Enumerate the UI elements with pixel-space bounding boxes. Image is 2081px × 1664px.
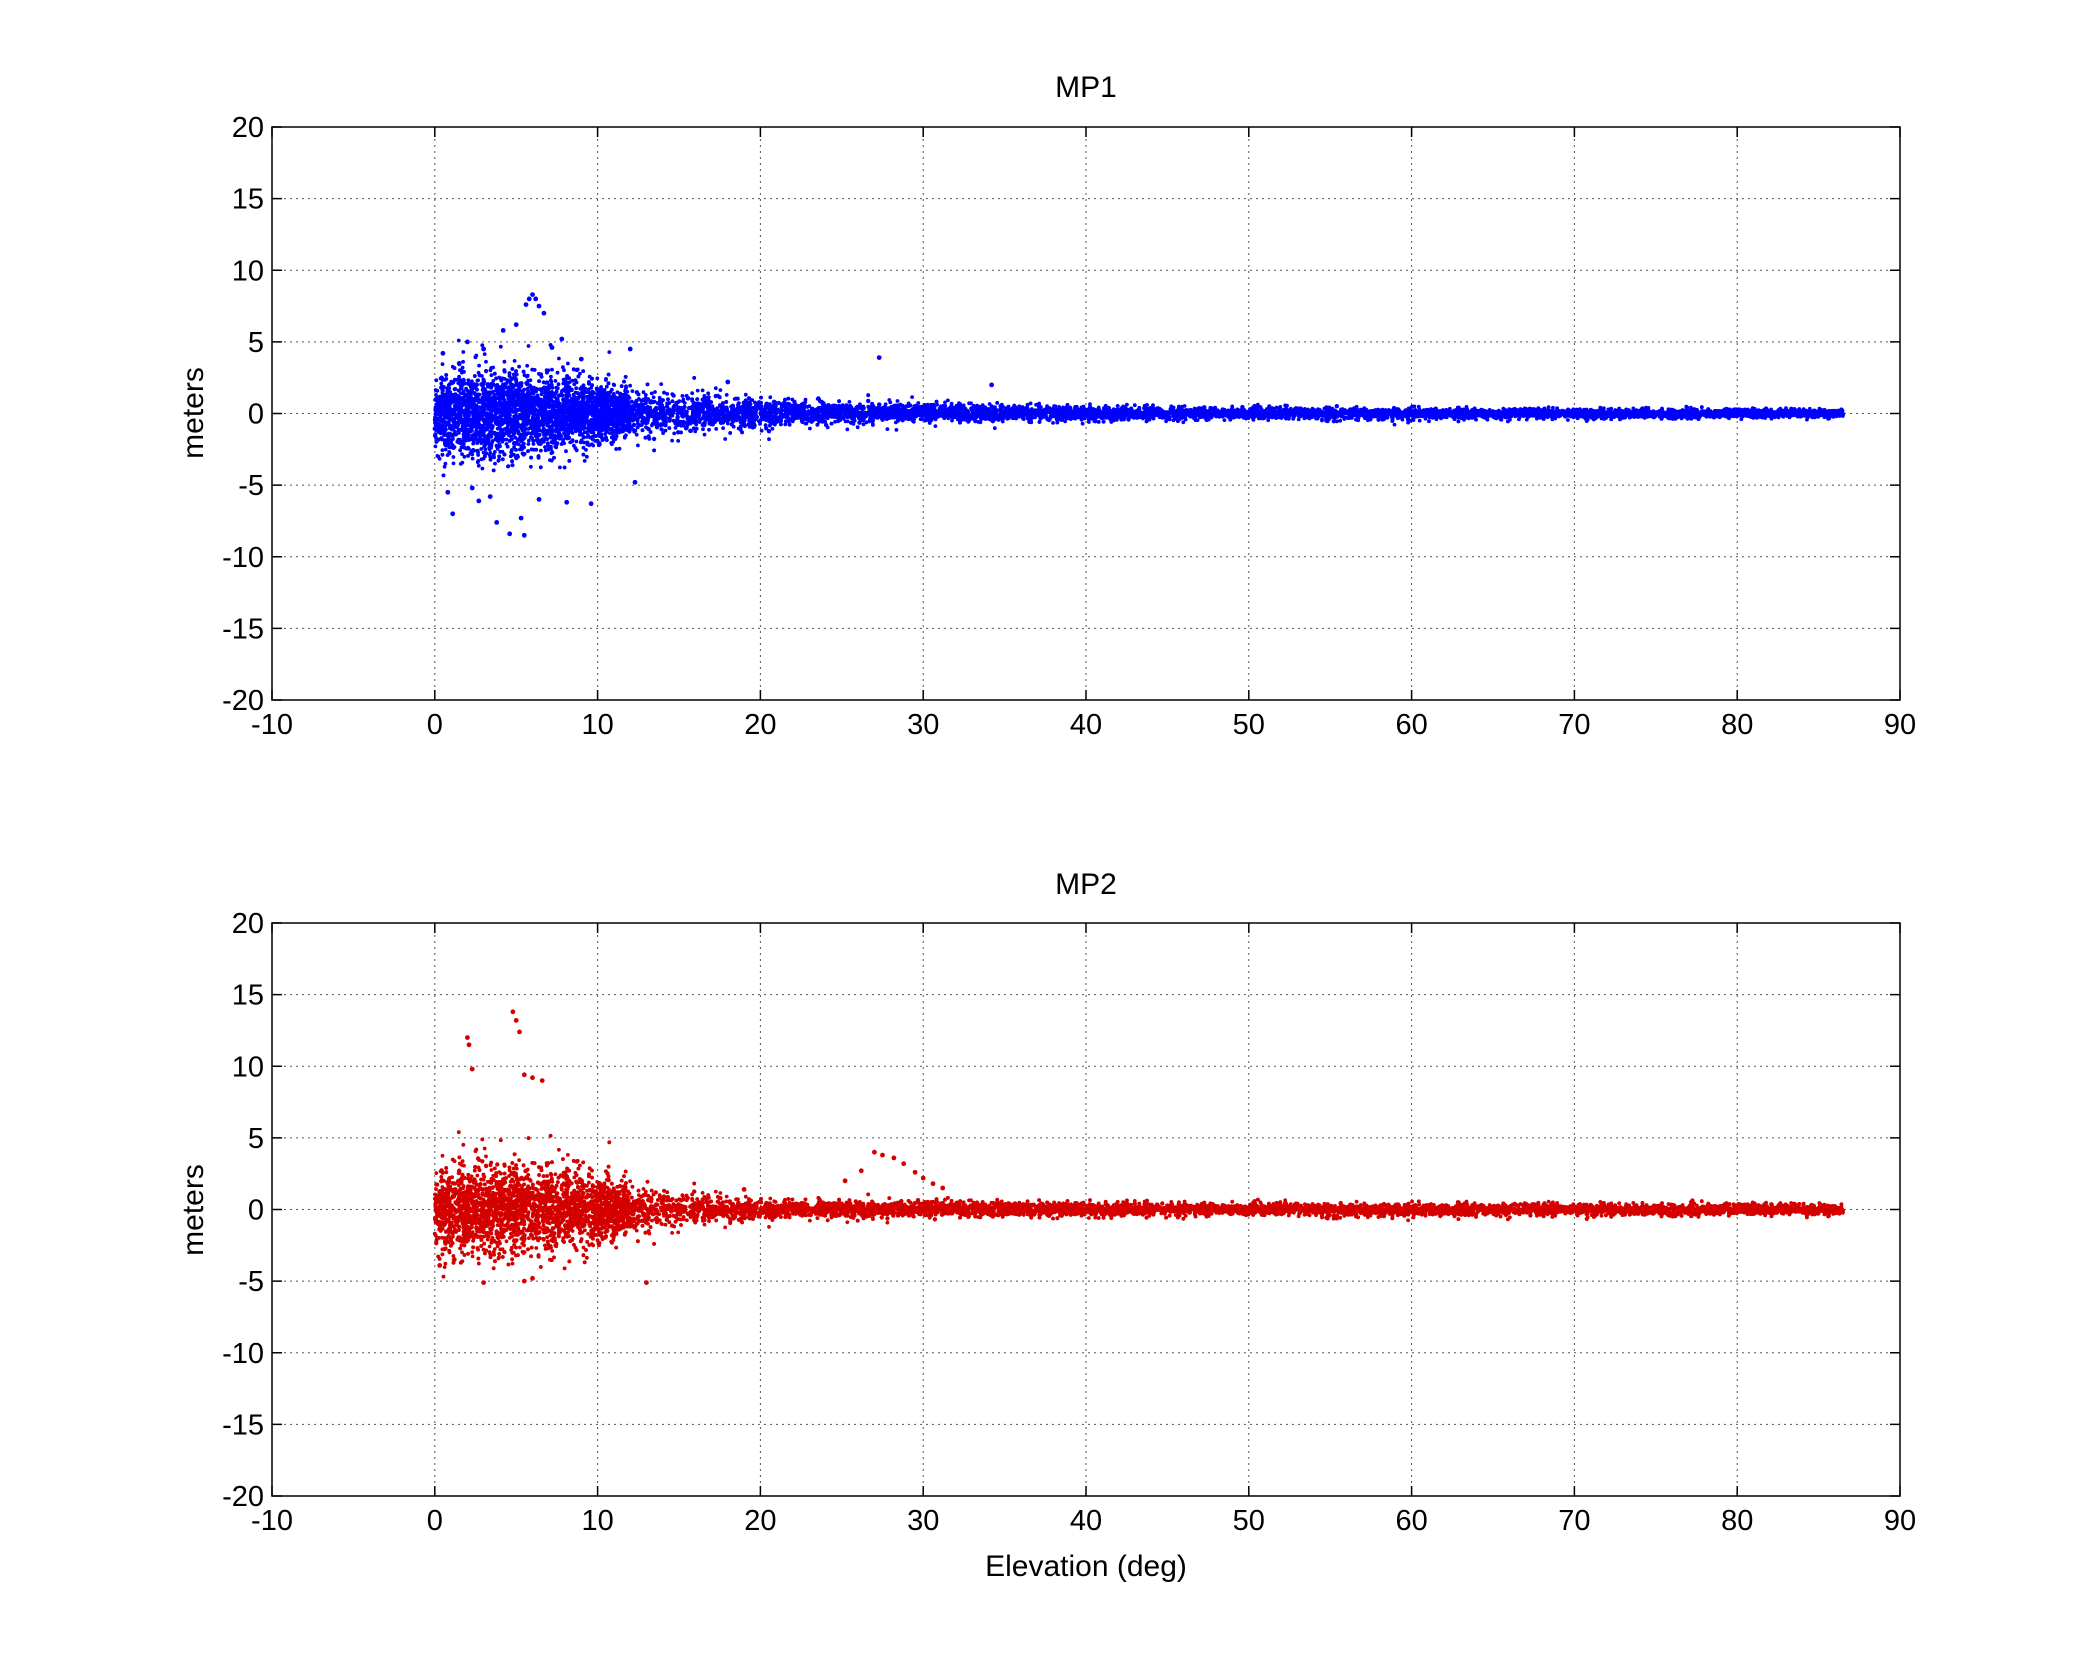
data-point xyxy=(933,424,938,428)
data-point xyxy=(502,359,507,364)
data-point xyxy=(1427,419,1431,424)
data-point xyxy=(672,431,677,436)
data-point xyxy=(450,381,454,386)
plot-title-mp1: MP1 xyxy=(1055,71,1117,104)
data-point xyxy=(759,428,764,433)
data-point xyxy=(460,452,464,456)
data-point xyxy=(721,426,725,430)
data-point xyxy=(527,438,531,443)
data-point xyxy=(659,382,664,386)
data-point xyxy=(1034,402,1038,407)
data-point xyxy=(1566,418,1570,422)
data-point xyxy=(604,384,609,389)
data-point xyxy=(526,442,531,446)
data-point xyxy=(529,464,533,469)
data-point xyxy=(539,448,543,453)
data-point xyxy=(895,399,900,403)
data-point xyxy=(433,444,438,449)
data-point xyxy=(541,380,546,385)
data-point xyxy=(847,400,852,404)
data-point xyxy=(572,382,577,387)
data-point xyxy=(440,448,445,452)
data-point xyxy=(574,439,579,444)
data-point xyxy=(992,426,997,430)
data-point xyxy=(558,465,562,470)
data-point xyxy=(566,361,570,366)
data-point xyxy=(484,359,488,364)
data-point xyxy=(489,373,494,378)
data-point xyxy=(456,338,461,343)
data-point xyxy=(1546,405,1551,410)
data-point xyxy=(1028,401,1033,406)
data-point xyxy=(1392,422,1397,427)
data-point xyxy=(695,388,700,393)
data-point xyxy=(1266,418,1271,423)
data-point xyxy=(555,370,560,375)
data-point xyxy=(549,374,553,379)
scatter-series-mp1 xyxy=(432,292,1845,538)
data-point xyxy=(651,395,656,400)
data-point xyxy=(609,441,614,445)
data-point xyxy=(443,461,448,466)
data-point xyxy=(480,466,485,471)
data-point xyxy=(910,395,914,399)
data-point xyxy=(636,443,640,448)
data-point xyxy=(470,452,475,457)
data-point xyxy=(713,386,718,391)
data-point xyxy=(634,432,639,437)
data-point xyxy=(653,390,657,394)
data-point xyxy=(1222,418,1227,422)
data-point xyxy=(700,388,705,393)
data-point xyxy=(525,373,530,378)
data-point xyxy=(574,386,579,391)
data-point xyxy=(525,363,530,368)
data-point xyxy=(1080,421,1085,426)
data-point xyxy=(451,461,456,466)
data-point xyxy=(564,449,568,454)
data-point xyxy=(946,398,950,403)
data-point xyxy=(451,455,456,459)
data-point xyxy=(461,359,465,364)
data-point xyxy=(628,383,632,388)
data-point xyxy=(808,426,812,431)
data-point xyxy=(661,431,665,435)
data-point xyxy=(1164,419,1168,424)
y-axis-label-mp1: meters xyxy=(177,367,210,459)
data-point xyxy=(498,344,503,349)
subplot-mp1: MP1 meters -10 0 10 20 30 40 50 60 70 80 902015105… xyxy=(177,71,1916,741)
data-point xyxy=(767,437,771,442)
data-point xyxy=(676,439,681,443)
data-point xyxy=(1417,418,1422,423)
data-point xyxy=(743,392,748,397)
data-point xyxy=(553,379,558,383)
data-point xyxy=(1739,417,1744,422)
data-point xyxy=(894,428,899,432)
data-point xyxy=(517,364,521,369)
data-point xyxy=(611,382,616,387)
data-point xyxy=(595,376,600,381)
data-point xyxy=(477,363,481,368)
data-point xyxy=(534,447,539,452)
data-point xyxy=(582,459,587,463)
data-point xyxy=(617,446,622,451)
data-point xyxy=(724,393,729,397)
data-point xyxy=(1283,403,1288,408)
